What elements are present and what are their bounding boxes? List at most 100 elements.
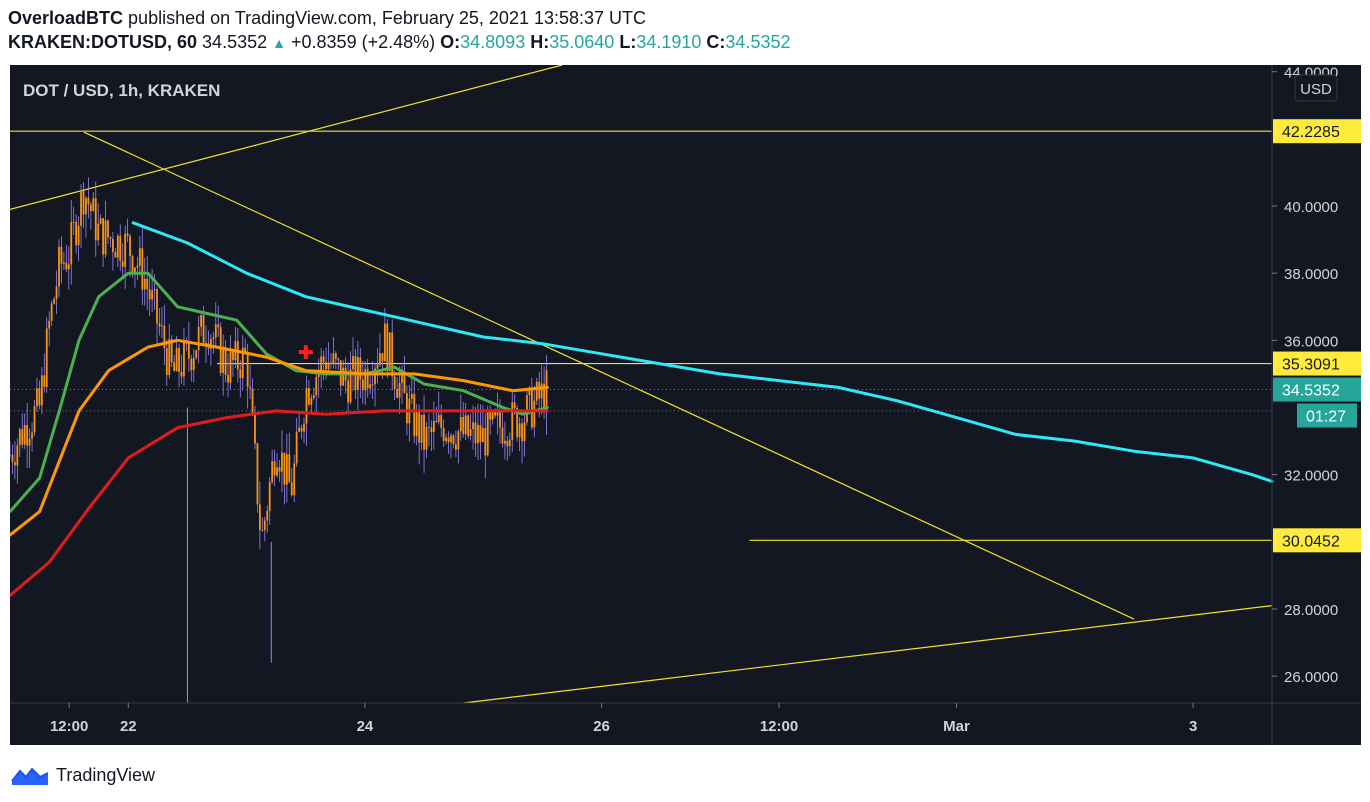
- candle[interactable]: [119, 224, 122, 271]
- candle[interactable]: [109, 235, 112, 248]
- candle[interactable]: [496, 392, 499, 435]
- candle[interactable]: [477, 403, 479, 461]
- candle[interactable]: [251, 378, 254, 417]
- candle[interactable]: [138, 235, 141, 276]
- candle[interactable]: [18, 427, 21, 458]
- candle[interactable]: [455, 430, 457, 458]
- candle[interactable]: [462, 402, 465, 438]
- candle[interactable]: [85, 195, 87, 238]
- candle[interactable]: [227, 353, 229, 398]
- candle[interactable]: [366, 358, 369, 398]
- candle[interactable]: [92, 192, 95, 212]
- candle[interactable]: [87, 177, 90, 219]
- candle[interactable]: [376, 347, 379, 384]
- candle[interactable]: [506, 436, 509, 461]
- candle[interactable]: [63, 252, 65, 270]
- candle[interactable]: [312, 387, 315, 401]
- candle[interactable]: [10, 441, 11, 458]
- currency-badge[interactable]: USD: [1294, 74, 1338, 102]
- candle[interactable]: [163, 304, 166, 366]
- candle[interactable]: [371, 361, 374, 399]
- candle[interactable]: [369, 372, 372, 395]
- candle[interactable]: [212, 332, 215, 354]
- candle[interactable]: [501, 410, 504, 448]
- candle[interactable]: [268, 477, 271, 525]
- candle[interactable]: [278, 460, 281, 482]
- candle[interactable]: [281, 430, 283, 493]
- candle[interactable]: [60, 236, 63, 284]
- candle[interactable]: [391, 319, 394, 391]
- candle[interactable]: [94, 181, 97, 257]
- candle[interactable]: [116, 233, 119, 268]
- candle[interactable]: [82, 182, 85, 229]
- candle[interactable]: [222, 334, 225, 396]
- candle[interactable]: [349, 351, 352, 405]
- candle[interactable]: [504, 421, 506, 460]
- candle[interactable]: [156, 287, 158, 347]
- candle[interactable]: [58, 239, 60, 297]
- candle[interactable]: [77, 216, 80, 262]
- candle[interactable]: [467, 413, 470, 439]
- candle[interactable]: [23, 413, 26, 449]
- candle[interactable]: [89, 201, 92, 230]
- candle[interactable]: [217, 305, 220, 337]
- candle[interactable]: [334, 350, 337, 370]
- candle[interactable]: [70, 200, 73, 285]
- candle[interactable]: [104, 200, 107, 258]
- candle[interactable]: [469, 413, 472, 441]
- candle[interactable]: [187, 321, 190, 373]
- candle[interactable]: [420, 414, 423, 451]
- candle[interactable]: [352, 337, 354, 392]
- candle[interactable]: [430, 420, 433, 452]
- candle[interactable]: [224, 340, 227, 383]
- candle[interactable]: [33, 399, 36, 437]
- candle[interactable]: [197, 316, 200, 364]
- chart-frame[interactable]: 44.0000 40.0000 38.0000 36.0000 32.0000 28.00…: [10, 65, 1361, 745]
- candle[interactable]: [107, 219, 109, 244]
- candle[interactable]: [484, 413, 487, 479]
- candle[interactable]: [168, 323, 171, 379]
- candle[interactable]: [210, 333, 212, 366]
- candle[interactable]: [26, 402, 29, 469]
- candle[interactable]: [97, 203, 100, 246]
- candle[interactable]: [320, 348, 323, 388]
- candle[interactable]: [214, 302, 217, 347]
- candle[interactable]: [43, 353, 46, 393]
- candle[interactable]: [457, 429, 460, 464]
- candle[interactable]: [48, 311, 51, 347]
- candle[interactable]: [266, 505, 269, 533]
- candle[interactable]: [16, 438, 19, 484]
- author-name[interactable]: OverloadBTC: [8, 8, 124, 28]
- candle[interactable]: [273, 449, 276, 487]
- candle[interactable]: [72, 206, 75, 236]
- candle[interactable]: [158, 308, 161, 336]
- candle[interactable]: [50, 300, 53, 327]
- candle[interactable]: [418, 404, 421, 465]
- candle[interactable]: [428, 413, 430, 447]
- candle[interactable]: [99, 214, 102, 225]
- candle[interactable]: [442, 419, 445, 447]
- candle[interactable]: [65, 245, 68, 273]
- candle[interactable]: [124, 225, 127, 289]
- candle[interactable]: [511, 389, 514, 452]
- candle[interactable]: [75, 214, 78, 254]
- candle[interactable]: [305, 375, 308, 446]
- candle[interactable]: [276, 452, 278, 478]
- candle[interactable]: [80, 184, 82, 249]
- candle[interactable]: [173, 354, 176, 372]
- candle[interactable]: [347, 362, 349, 413]
- candle[interactable]: [67, 246, 70, 290]
- candle[interactable]: [459, 394, 462, 441]
- footer-brand[interactable]: TradingView: [56, 764, 156, 785]
- candle[interactable]: [379, 333, 381, 367]
- candle[interactable]: [183, 327, 185, 386]
- candle[interactable]: [192, 348, 195, 383]
- candle[interactable]: [36, 377, 38, 412]
- trendline-descending[interactable]: [83, 131, 1135, 620]
- candle[interactable]: [322, 350, 325, 381]
- candle[interactable]: [300, 424, 303, 440]
- candle[interactable]: [540, 364, 543, 415]
- candle[interactable]: [310, 394, 313, 413]
- candle[interactable]: [327, 342, 330, 372]
- candle[interactable]: [521, 418, 523, 464]
